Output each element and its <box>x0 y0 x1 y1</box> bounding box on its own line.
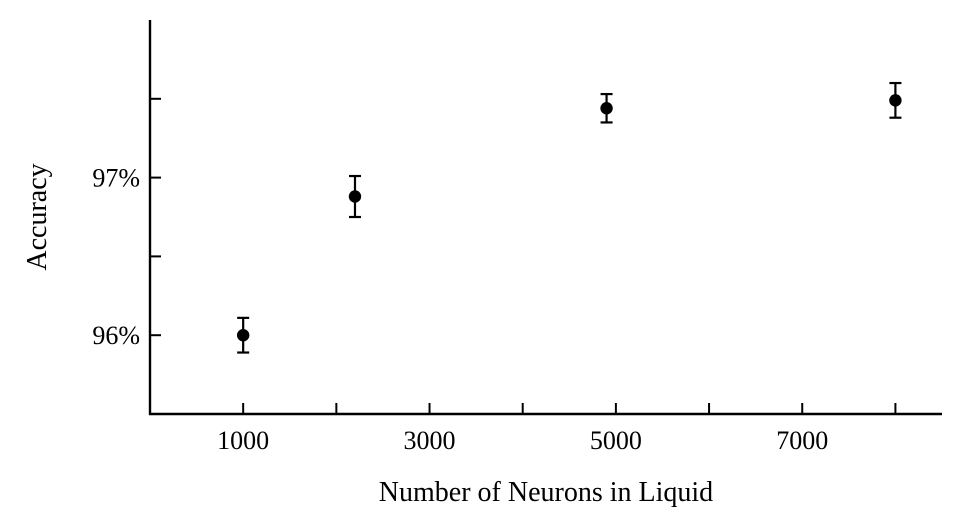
data-series <box>236 81 902 354</box>
x-ticks: 1000 3000 5000 7000 <box>217 403 897 455</box>
y-tick-label: 97% <box>92 164 140 193</box>
x-tick-label: 7000 <box>776 426 828 455</box>
x-tick-label: 5000 <box>590 426 642 455</box>
data-point <box>600 102 613 115</box>
data-point <box>348 190 362 203</box>
data-point-group <box>348 174 362 219</box>
data-point-group <box>600 92 613 124</box>
data-point-group <box>889 81 902 119</box>
data-point <box>236 329 250 342</box>
data-point-group <box>236 316 250 354</box>
axes <box>148 20 942 416</box>
y-ticks: 96% 97% <box>92 97 161 350</box>
y-tick-label: 96% <box>92 321 140 350</box>
y-axis-label: Accuracy <box>22 163 53 270</box>
x-tick-label: 1000 <box>217 426 269 455</box>
data-point <box>889 94 902 107</box>
x-axis-label: Number of Neurons in Liquid <box>379 477 713 508</box>
x-tick-label: 3000 <box>404 426 456 455</box>
